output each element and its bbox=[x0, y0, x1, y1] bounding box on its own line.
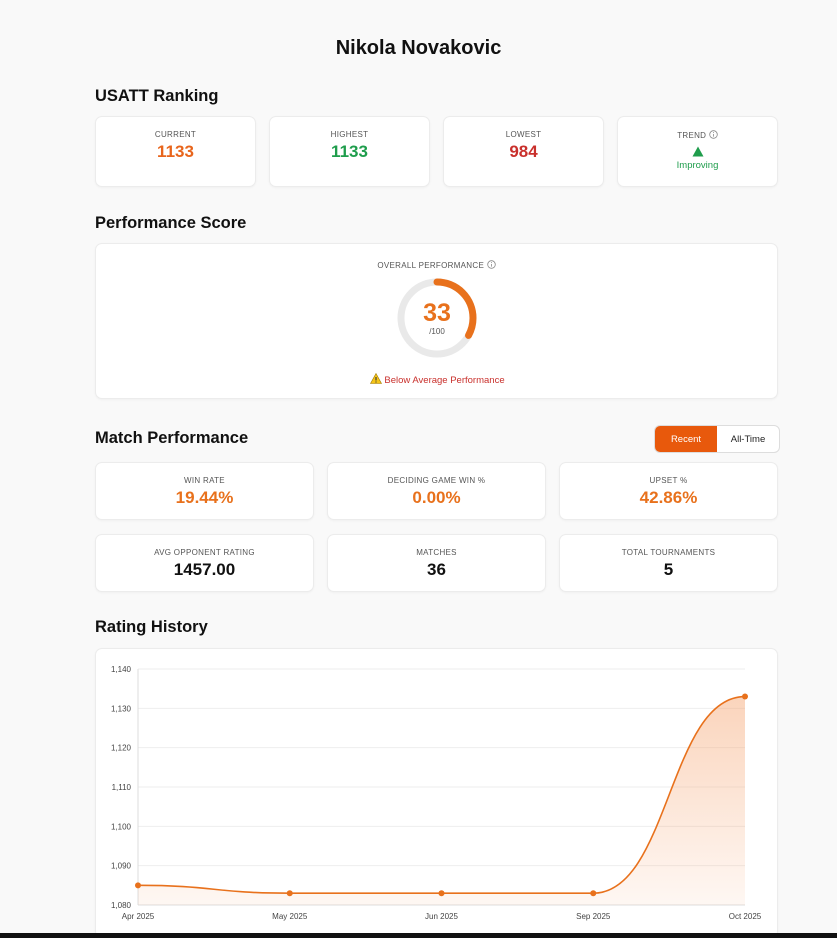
score-value: 33 bbox=[423, 299, 451, 327]
card-label: AVG OPPONENT RATING bbox=[154, 548, 255, 557]
x-tick-label: Apr 2025 bbox=[122, 912, 155, 921]
y-tick-label: 1,080 bbox=[111, 901, 132, 910]
card-label: WIN RATE bbox=[184, 476, 225, 485]
line bbox=[137, 695, 746, 895]
section-title: Performance Score bbox=[95, 214, 247, 232]
warning-icon bbox=[370, 372, 383, 384]
card-label: TREND bbox=[618, 130, 777, 140]
card-value: 19.44% bbox=[175, 488, 234, 507]
card-value: 36 bbox=[427, 560, 446, 579]
ranking-card: LOWEST 984 bbox=[443, 116, 604, 187]
period-toggle: Recent All-Time bbox=[654, 425, 780, 453]
toggle-option[interactable]: All-Time bbox=[730, 433, 766, 445]
info-icon bbox=[486, 260, 496, 269]
stat-card: DECIDING GAME WIN % 0.00% bbox=[327, 462, 546, 520]
x-tick-label: Sep 2025 bbox=[576, 912, 611, 921]
performance-card: OVERALL PERFORMANCE 33 /100 Below Averag… bbox=[95, 243, 778, 399]
card-value: 42.86% bbox=[639, 488, 698, 507]
stat-card: TOTAL TOURNAMENTS 5 bbox=[559, 534, 778, 592]
point bbox=[286, 890, 293, 897]
card-value: 1133 bbox=[331, 142, 368, 161]
trend-status: Improving bbox=[676, 160, 719, 171]
performance-label: OVERALL PERFORMANCE bbox=[377, 261, 485, 270]
y-tick-label: 1,120 bbox=[111, 744, 132, 753]
point bbox=[742, 693, 748, 700]
y-tick-label: 1,130 bbox=[111, 704, 132, 713]
score-ring bbox=[397, 278, 477, 358]
section-title: Rating History bbox=[95, 618, 208, 636]
warning-text: Below Average Performance bbox=[384, 375, 505, 386]
point bbox=[590, 890, 597, 897]
card-label: TOTAL TOURNAMENTS bbox=[621, 548, 716, 557]
card-value: 984 bbox=[509, 142, 538, 161]
y-tick-label: 1,100 bbox=[111, 822, 132, 831]
info-icon bbox=[709, 130, 718, 139]
stat-card: WIN RATE 19.44% bbox=[95, 462, 314, 520]
toggle-option[interactable]: Recent bbox=[655, 426, 717, 452]
section-title: Match Performance bbox=[95, 429, 249, 447]
card-value: 1133 bbox=[157, 142, 194, 161]
x-tick-label: May 2025 bbox=[272, 912, 308, 921]
card-label: HIGHEST bbox=[330, 130, 369, 139]
screen-edge bbox=[0, 933, 837, 938]
card-label: LOWEST bbox=[505, 130, 542, 139]
card-label: OVERALL PERFORMANCE bbox=[96, 260, 777, 270]
score-arc bbox=[397, 278, 477, 358]
card-label: DECIDING GAME WIN % bbox=[387, 476, 486, 485]
card-value: 0.00% bbox=[412, 488, 461, 507]
y-tick-label: 1,090 bbox=[111, 862, 132, 871]
card-label: MATCHES bbox=[416, 548, 457, 557]
card-value: 5 bbox=[663, 560, 674, 579]
y-tick-label: 1,140 bbox=[111, 665, 132, 674]
trend-icon bbox=[692, 146, 703, 157]
y-tick-label: 1,110 bbox=[112, 783, 132, 792]
stat-card: AVG OPPONENT RATING 1457.00 bbox=[95, 534, 314, 592]
x-tick-label: Jun 2025 bbox=[425, 912, 458, 921]
card-label: CURRENT bbox=[154, 130, 197, 139]
point bbox=[135, 882, 141, 889]
warning: Below Average Performance bbox=[96, 372, 779, 386]
area bbox=[138, 696, 745, 905]
ranking-card: HIGHEST 1133 bbox=[269, 116, 430, 187]
trend-label: TREND bbox=[677, 131, 707, 140]
stat-card: UPSET % 42.86% bbox=[559, 462, 778, 520]
point bbox=[438, 890, 445, 897]
section-title: USATT Ranking bbox=[95, 87, 219, 105]
ranking-card: CURRENT 1133 bbox=[95, 116, 256, 187]
stat-card: MATCHES 36 bbox=[327, 534, 546, 592]
trend-card: TREND Improving bbox=[617, 116, 778, 187]
card-value: 1457.00 bbox=[173, 560, 236, 579]
score-scale: /100 bbox=[429, 327, 445, 336]
page-title: Nikola Novakovic bbox=[335, 37, 502, 59]
card-label: UPSET % bbox=[649, 476, 688, 485]
x-tick-label: Oct 2025 bbox=[729, 912, 762, 921]
